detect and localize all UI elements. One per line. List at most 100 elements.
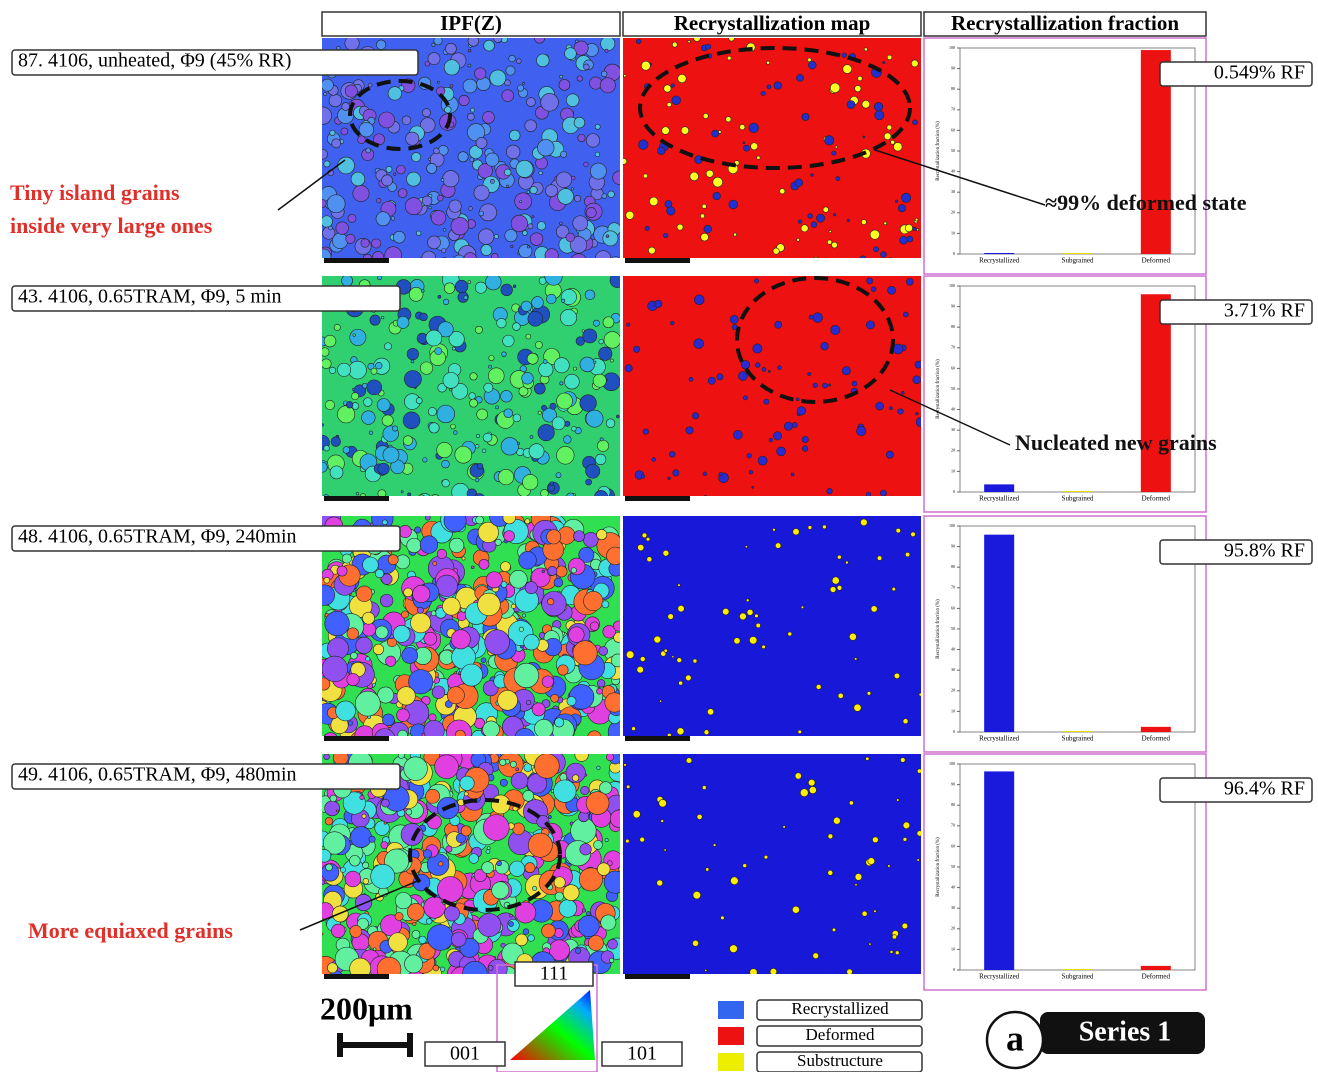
- grain: [605, 693, 624, 712]
- sample-label: 48. 4106, 0.65TRAM, Φ9, 240min: [18, 526, 297, 548]
- grain: [324, 754, 330, 760]
- grain: [887, 125, 892, 130]
- grain: [477, 409, 488, 420]
- ipf-key: 001: [450, 1043, 480, 1065]
- grain: [829, 230, 832, 233]
- grain: [342, 103, 350, 111]
- grain: [421, 289, 424, 292]
- grain: [888, 865, 891, 868]
- grain: [706, 44, 711, 49]
- grain: [349, 855, 360, 866]
- grain: [757, 156, 761, 160]
- grain: [569, 627, 585, 643]
- grain: [506, 185, 509, 188]
- grain: [528, 311, 543, 326]
- grain: [580, 395, 597, 412]
- x-tick-label: Recrystallized: [979, 735, 1020, 743]
- grain: [498, 690, 518, 710]
- grain: [761, 91, 765, 95]
- grain: [445, 43, 456, 54]
- grain: [583, 64, 589, 70]
- grain: [444, 60, 459, 75]
- grain: [506, 145, 520, 159]
- grain: [397, 687, 415, 705]
- y-tick-label: 60: [951, 843, 955, 848]
- grain: [348, 214, 356, 222]
- grain: [376, 626, 389, 639]
- grain: [330, 466, 343, 479]
- grain: [849, 633, 856, 640]
- grain: [703, 113, 708, 118]
- grain: [751, 143, 758, 150]
- grain: [528, 935, 535, 942]
- grain: [532, 216, 534, 218]
- grain: [337, 406, 354, 423]
- grain: [486, 850, 490, 854]
- grain: [827, 488, 833, 494]
- y-tick-label: 10: [951, 946, 955, 951]
- grain: [341, 128, 348, 135]
- grain: [602, 601, 609, 608]
- grain: [756, 623, 761, 628]
- grain: [903, 312, 908, 317]
- grain: [484, 383, 493, 392]
- grain: [678, 74, 687, 83]
- grain: [868, 858, 875, 865]
- grain: [766, 61, 769, 64]
- grain: [640, 657, 645, 662]
- grain: [382, 415, 393, 426]
- grain: [603, 231, 618, 246]
- grain: [318, 849, 331, 862]
- grain: [788, 632, 792, 636]
- grain: [560, 382, 563, 385]
- grain: [624, 764, 627, 767]
- grain: [407, 903, 424, 920]
- grain: [740, 124, 745, 129]
- grain: [596, 688, 602, 694]
- y-tick-label: 0: [953, 729, 955, 734]
- grain: [541, 405, 546, 410]
- grain: [429, 423, 439, 433]
- grain: [532, 886, 536, 890]
- grain: [537, 139, 554, 156]
- grain: [633, 346, 639, 352]
- grain: [363, 398, 372, 407]
- grain: [816, 214, 824, 222]
- grain: [873, 247, 878, 252]
- grain: [464, 296, 468, 300]
- grain: [407, 348, 419, 360]
- grain: [471, 566, 474, 569]
- grain: [363, 878, 369, 884]
- grain: [436, 575, 458, 597]
- grain: [502, 90, 514, 102]
- grain: [458, 152, 468, 162]
- grain: [330, 795, 337, 802]
- grain: [605, 49, 608, 52]
- grain: [802, 436, 808, 442]
- annotation: ≈99% deformed state: [1045, 190, 1247, 215]
- grain: [521, 301, 531, 311]
- grain: [321, 348, 330, 357]
- y-tick-label: 30: [951, 667, 955, 672]
- grain: [659, 700, 661, 702]
- grain: [488, 965, 493, 970]
- grain: [875, 111, 884, 120]
- grain: [586, 410, 603, 427]
- grain: [503, 335, 514, 346]
- legend-label: Substructure: [797, 1051, 883, 1070]
- grain: [468, 36, 479, 47]
- grain: [578, 915, 599, 936]
- grain: [903, 719, 908, 724]
- annotation: inside very large ones: [10, 213, 213, 238]
- grain: [523, 929, 529, 935]
- grain: [775, 543, 781, 549]
- y-tick-label: 70: [951, 585, 955, 590]
- grain: [468, 49, 471, 52]
- grain: [717, 374, 723, 380]
- grain: [366, 657, 370, 661]
- grain: [408, 493, 411, 496]
- bar: [1063, 969, 1093, 970]
- grain: [422, 109, 430, 117]
- grain: [858, 76, 863, 81]
- grain: [420, 536, 438, 554]
